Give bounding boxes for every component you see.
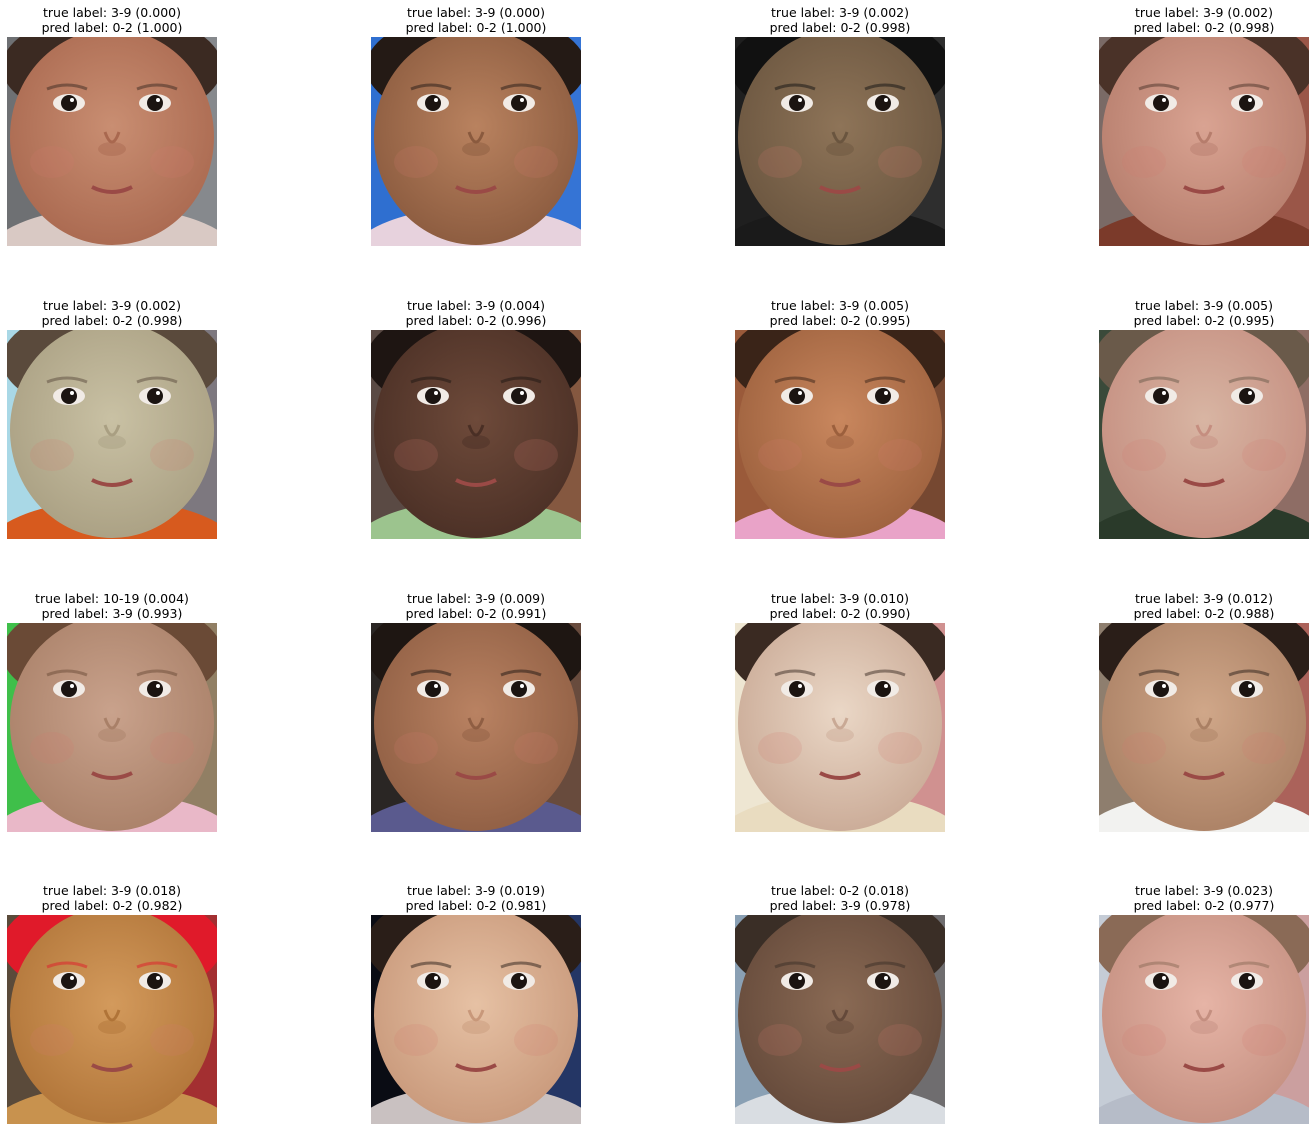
panel-caption: true label: 3-9 (0.004) pred label: 0-2 (…	[341, 298, 611, 328]
pred-label-text: pred label: 0-2 (1.000)	[405, 20, 547, 35]
true-label-text: true label: 3-9 (0.012)	[1135, 591, 1273, 606]
true-label-text: true label: 3-9 (0.018)	[43, 883, 181, 898]
pred-label-text: pred label: 0-2 (0.991)	[405, 606, 547, 621]
pred-label-text: pred label: 0-2 (0.982)	[41, 898, 183, 913]
true-label-text: true label: 3-9 (0.000)	[407, 5, 545, 20]
true-label-text: true label: 3-9 (0.019)	[407, 883, 545, 898]
true-label-text: true label: 10-19 (0.004)	[35, 591, 189, 606]
panel-caption: true label: 3-9 (0.002) pred label: 0-2 (…	[0, 298, 247, 328]
pred-label-text: pred label: 0-2 (0.998)	[769, 20, 911, 35]
pred-label-text: pred label: 0-2 (0.977)	[1133, 898, 1275, 913]
face-image	[7, 37, 217, 246]
pred-label-text: pred label: 0-2 (0.990)	[769, 606, 911, 621]
panel-caption: true label: 3-9 (0.023) pred label: 0-2 (…	[1069, 883, 1315, 913]
face-image	[735, 330, 945, 539]
true-label-text: true label: 3-9 (0.009)	[407, 591, 545, 606]
panel-caption: true label: 3-9 (0.000) pred label: 0-2 (…	[0, 5, 247, 35]
face-image	[1099, 330, 1309, 539]
panel-caption: true label: 3-9 (0.002) pred label: 0-2 (…	[705, 5, 975, 35]
pred-label-text: pred label: 0-2 (0.995)	[769, 313, 911, 328]
face-image	[371, 330, 581, 539]
true-label-text: true label: 3-9 (0.005)	[771, 298, 909, 313]
panel-caption: true label: 3-9 (0.012) pred label: 0-2 (…	[1069, 591, 1315, 621]
panel-caption: true label: 3-9 (0.009) pred label: 0-2 (…	[341, 591, 611, 621]
face-image	[735, 915, 945, 1124]
panel-caption: true label: 3-9 (0.005) pred label: 0-2 (…	[1069, 298, 1315, 328]
face-image	[7, 623, 217, 832]
true-label-text: true label: 3-9 (0.004)	[407, 298, 545, 313]
face-image	[1099, 915, 1309, 1124]
panel-caption: true label: 0-2 (0.018) pred label: 3-9 (…	[705, 883, 975, 913]
panel-caption: true label: 3-9 (0.019) pred label: 0-2 (…	[341, 883, 611, 913]
true-label-text: true label: 3-9 (0.023)	[1135, 883, 1273, 898]
pred-label-text: pred label: 0-2 (0.995)	[1133, 313, 1275, 328]
pred-label-text: pred label: 0-2 (0.998)	[1133, 20, 1275, 35]
face-image	[371, 37, 581, 246]
true-label-text: true label: 3-9 (0.005)	[1135, 298, 1273, 313]
true-label-text: true label: 3-9 (0.010)	[771, 591, 909, 606]
panel-caption: true label: 3-9 (0.018) pred label: 0-2 (…	[0, 883, 247, 913]
true-label-text: true label: 3-9 (0.002)	[771, 5, 909, 20]
pred-label-text: pred label: 0-2 (0.998)	[41, 313, 183, 328]
true-label-text: true label: 0-2 (0.018)	[771, 883, 909, 898]
panel-caption: true label: 3-9 (0.002) pred label: 0-2 (…	[1069, 5, 1315, 35]
face-image	[1099, 623, 1309, 832]
pred-label-text: pred label: 0-2 (1.000)	[41, 20, 183, 35]
pred-label-text: pred label: 3-9 (0.978)	[769, 898, 911, 913]
panel-caption: true label: 3-9 (0.010) pred label: 0-2 (…	[705, 591, 975, 621]
pred-label-text: pred label: 3-9 (0.993)	[41, 606, 183, 621]
face-image	[1099, 37, 1309, 246]
face-image	[371, 623, 581, 832]
true-label-text: true label: 3-9 (0.000)	[43, 5, 181, 20]
pred-label-text: pred label: 0-2 (0.988)	[1133, 606, 1275, 621]
face-image	[371, 915, 581, 1124]
pred-label-text: pred label: 0-2 (0.996)	[405, 313, 547, 328]
panel-caption: true label: 3-9 (0.005) pred label: 0-2 (…	[705, 298, 975, 328]
true-label-text: true label: 3-9 (0.002)	[1135, 5, 1273, 20]
true-label-text: true label: 3-9 (0.002)	[43, 298, 181, 313]
face-image	[735, 37, 945, 246]
face-image	[7, 330, 217, 539]
panel-caption: true label: 10-19 (0.004) pred label: 3-9…	[0, 591, 247, 621]
face-image	[7, 915, 217, 1124]
panel-caption: true label: 3-9 (0.000) pred label: 0-2 (…	[341, 5, 611, 35]
pred-label-text: pred label: 0-2 (0.981)	[405, 898, 547, 913]
face-image	[735, 623, 945, 832]
